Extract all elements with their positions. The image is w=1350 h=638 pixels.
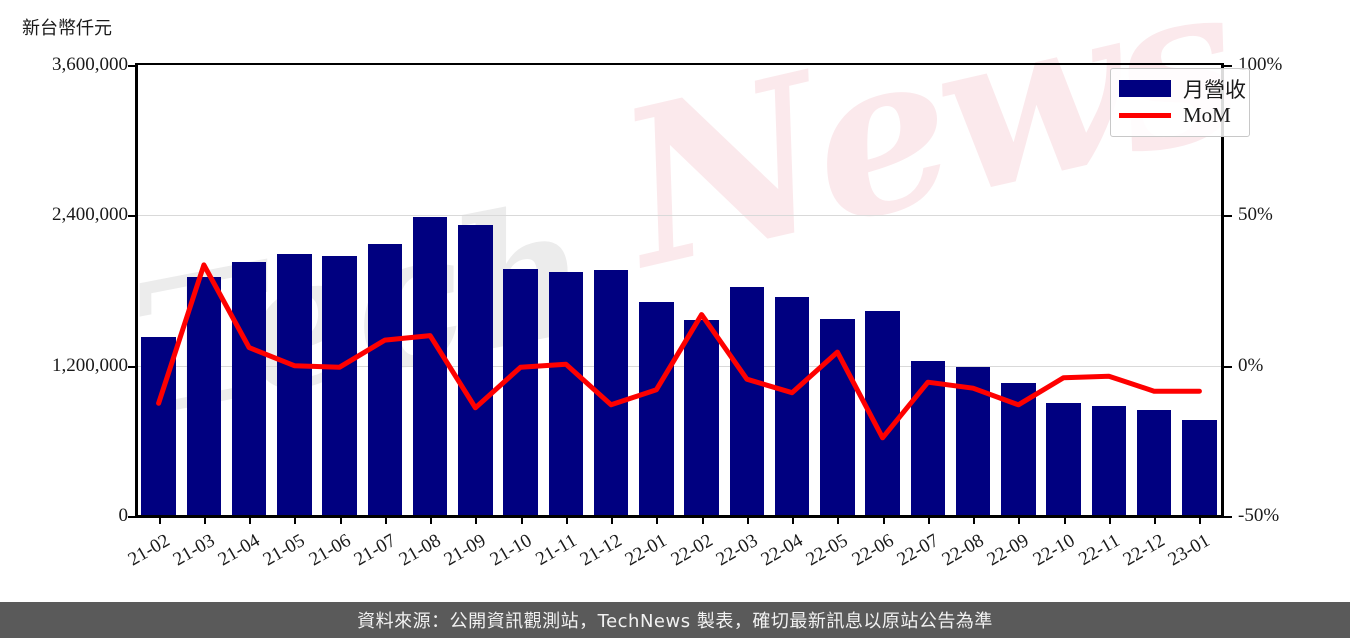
x-axis-tick [339, 516, 342, 524]
bar-21-11 [548, 271, 584, 516]
footer-source-text: 資料來源：公開資訊觀測站，TechNews 製表，確切最新訊息以原站公告為準 [357, 611, 993, 632]
bar-21-02 [141, 336, 176, 516]
bar-21-09 [458, 224, 493, 516]
x-axis-tick [1018, 516, 1021, 524]
bar-22-06 [865, 310, 900, 516]
x-axis-tick [384, 516, 387, 524]
bar-22-02 [684, 319, 719, 516]
y-axis-right-tick [1224, 65, 1232, 67]
bar-22-09 [1001, 382, 1036, 516]
axis-left [135, 63, 138, 518]
bar-23-01 [1182, 420, 1217, 516]
x-axis-tick [158, 516, 161, 524]
y-axis-unit-label: 新台幣仟元 [22, 18, 112, 39]
x-axis-tick [701, 516, 704, 524]
x-axis-tick [746, 516, 749, 524]
y-axis-right-tick [1224, 516, 1232, 518]
legend-item-mom: MoM [1119, 102, 1241, 129]
y-axis-left-label: 2,400,000 [52, 204, 128, 226]
bar-21-07 [367, 243, 403, 516]
bar-21-05 [277, 253, 312, 516]
x-axis-tick [837, 516, 840, 524]
bar-22-10 [1046, 403, 1081, 516]
x-axis-tick [520, 516, 523, 524]
chart-legend: 月營收 MoM [1110, 68, 1250, 137]
x-axis-tick [249, 516, 252, 524]
x-axis-tick [656, 516, 659, 524]
legend-label-mom: MoM [1183, 103, 1231, 127]
bar-22-04 [774, 297, 810, 516]
bar-22-12 [1136, 410, 1172, 516]
x-axis-tick [565, 516, 568, 524]
axis-right [1221, 63, 1224, 518]
y-axis-right-tick [1224, 215, 1232, 218]
bar-21-12 [593, 270, 629, 516]
bar-21-10 [503, 268, 538, 516]
bar-swatch-icon [1119, 80, 1171, 97]
axis-bottom [135, 515, 1224, 518]
bar-21-08 [412, 217, 448, 516]
legend-label-revenue: 月營收 [1183, 77, 1246, 102]
x-axis-tick [1108, 516, 1111, 524]
y-axis-right-label: -50% [1238, 505, 1280, 526]
x-axis-tick [294, 516, 297, 524]
x-axis-tick [973, 516, 976, 524]
mom-line [156, 262, 1202, 441]
bar-22-08 [955, 366, 991, 516]
bar-22-07 [910, 360, 946, 516]
watermark-news: News [600, 0, 1257, 317]
bar-22-03 [729, 286, 765, 516]
y-axis-right-tick [1224, 365, 1232, 368]
x-axis-tick [203, 516, 206, 524]
x-axis-tick [882, 516, 885, 524]
footer-bar: 資料來源：公開資訊觀測站，TechNews 製表，確切最新訊息以原站公告為準 [0, 602, 1350, 638]
y-axis-left-tick [128, 516, 136, 518]
legend-item-revenue: 月營收 [1119, 75, 1246, 102]
y-axis-left-label: 0 [118, 505, 129, 526]
bar-22-05 [820, 318, 855, 516]
x-axis-tick [430, 516, 433, 524]
y-axis-left-label: 3,600,000 [52, 54, 128, 75]
bar-22-11 [1091, 405, 1127, 516]
axis-top [135, 63, 1224, 65]
x-axis-tick [792, 516, 795, 524]
gridline [136, 215, 1222, 217]
y-axis-right-label: 0% [1238, 354, 1264, 376]
x-axis-tick [611, 516, 614, 524]
bar-21-04 [231, 261, 267, 516]
bar-21-03 [186, 276, 222, 516]
x-axis-tick [1154, 516, 1157, 524]
y-axis-left-label: 1,200,000 [52, 354, 128, 376]
x-axis-tick [927, 516, 930, 524]
y-axis-left-tick [128, 215, 136, 218]
bar-22-01 [639, 302, 674, 516]
x-axis-tick [475, 516, 478, 524]
x-axis-tick [1063, 516, 1066, 524]
bar-21-06 [322, 256, 357, 516]
y-axis-left-tick [128, 365, 136, 368]
y-axis-left-tick [128, 65, 136, 67]
line-swatch-icon [1119, 113, 1171, 118]
y-axis-right-label: 50% [1238, 204, 1273, 226]
x-axis-tick [1199, 516, 1202, 524]
